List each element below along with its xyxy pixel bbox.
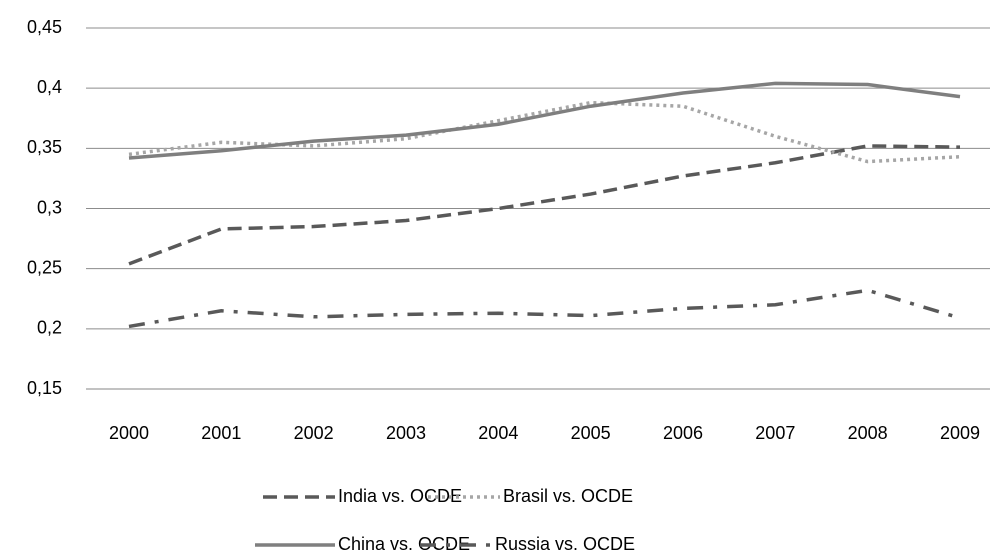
x-tick-label: 2004 [478,423,518,443]
legend-label: China vs. OCDE [338,534,470,554]
y-tick-label: 0,4 [37,77,62,97]
x-tick-label: 2006 [663,423,703,443]
x-tick-label: 2001 [201,423,241,443]
y-tick-label: 0,3 [37,197,62,217]
y-tick-label: 0,35 [27,137,62,157]
series-line [128,288,961,329]
series-line [128,81,961,160]
x-tick-label: 2000 [109,423,149,443]
x-tick-label: 2002 [294,423,334,443]
series-line [128,144,961,266]
y-tick-label: 0,45 [27,17,62,37]
x-tick-label: 2007 [755,423,795,443]
y-tick-label: 0,15 [27,378,62,398]
y-tick-label: 0,2 [37,318,62,338]
x-tick-label: 2009 [940,423,980,443]
legend-label: Brasil vs. OCDE [503,486,633,506]
x-tick-label: 2005 [571,423,611,443]
legend-label: Russia vs. OCDE [495,534,635,554]
x-tick-label: 2003 [386,423,426,443]
x-tick-label: 2008 [848,423,888,443]
legend-label: India vs. OCDE [338,486,462,506]
y-tick-label: 0,25 [27,257,62,277]
